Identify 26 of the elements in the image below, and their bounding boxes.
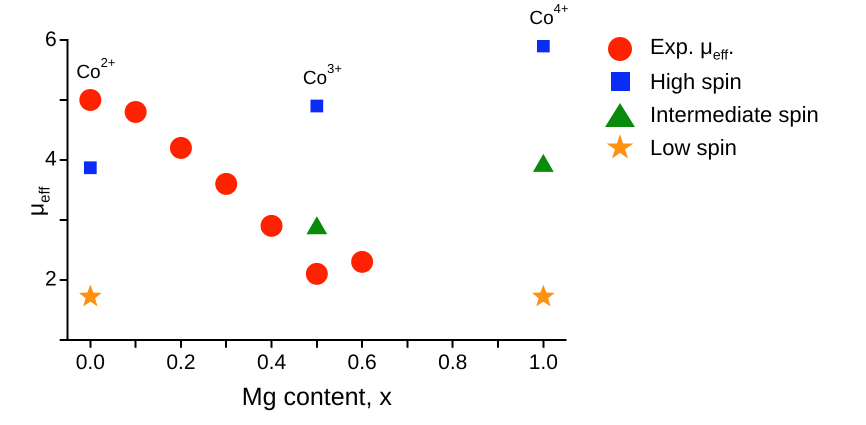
- x-tick-label: 1.0: [528, 351, 558, 374]
- legend-label: Low spin: [650, 134, 737, 160]
- point: [215, 172, 238, 195]
- x-tick-label: 0.6: [348, 351, 377, 374]
- point: [124, 100, 147, 123]
- point: [78, 284, 102, 306]
- point: [351, 250, 374, 273]
- x-tick-label: 0.0: [76, 351, 105, 374]
- y-tick-label: 4: [44, 148, 57, 171]
- y-tick-label: 6: [44, 28, 57, 51]
- point: [84, 161, 97, 174]
- x-tick-label: 0.4: [256, 351, 286, 374]
- point: [536, 40, 550, 52]
- point: [170, 136, 192, 159]
- point: [532, 284, 555, 306]
- y-tick-label: 2: [44, 268, 57, 291]
- point: [79, 88, 102, 111]
- point: [260, 214, 283, 237]
- legend-label: Exp. μ$_{eff}$.: [650, 34, 734, 63]
- x-tick-label: 0.2: [166, 351, 196, 374]
- legend-label: High spin: [650, 68, 742, 94]
- x-tick-label: 0.8: [438, 351, 468, 374]
- legend-label: Intermediate spin: [650, 102, 819, 128]
- point: [306, 262, 328, 285]
- x-axis-title: Mg content, x: [242, 382, 392, 411]
- point: [310, 100, 324, 112]
